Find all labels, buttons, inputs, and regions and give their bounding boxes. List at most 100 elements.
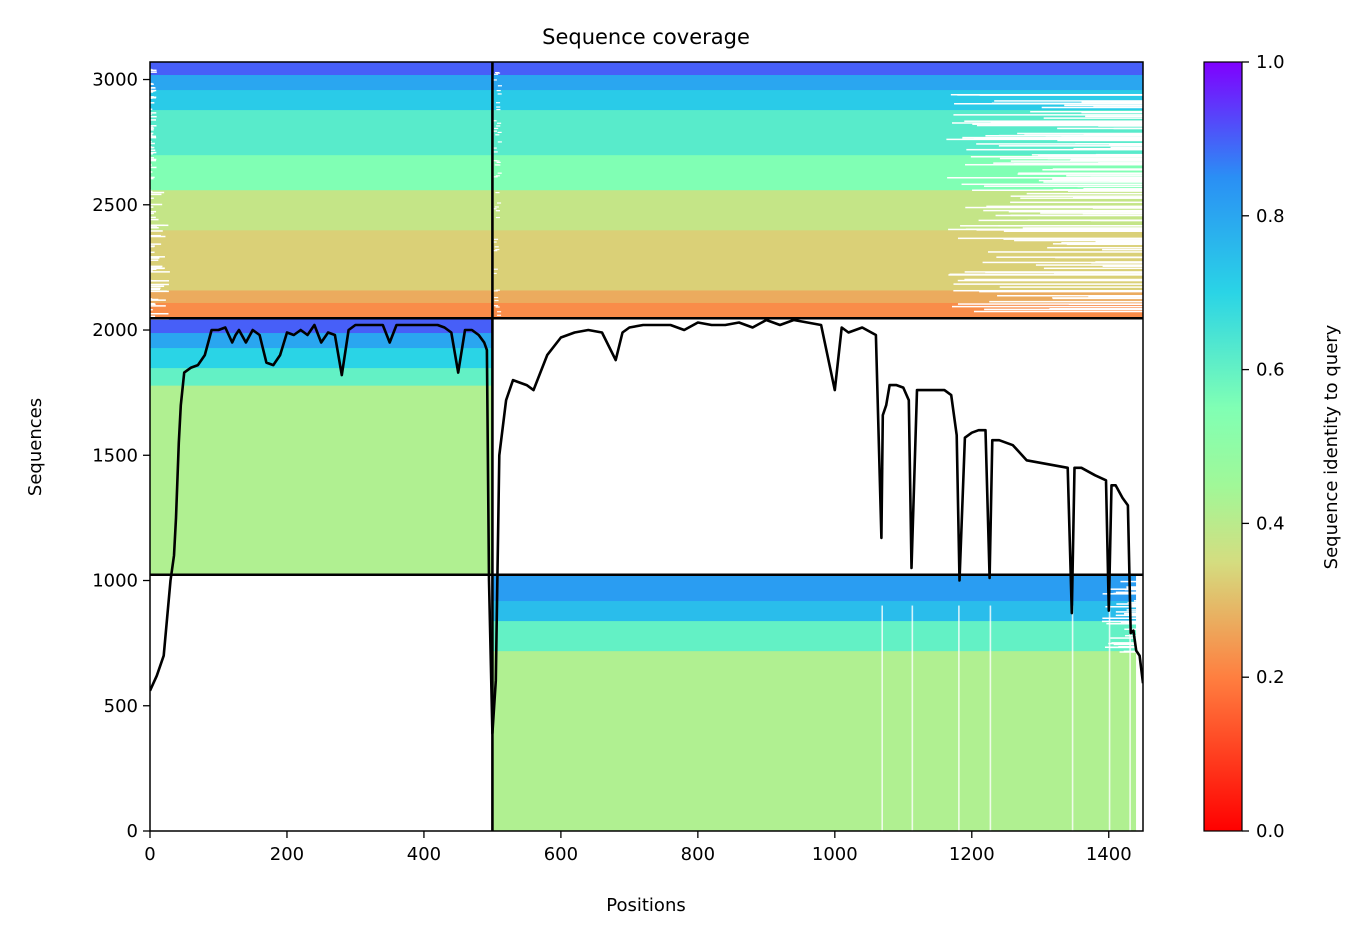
colorbar-tick-label: 0.0 — [1256, 821, 1285, 842]
gap-streak — [958, 605, 960, 831]
gap-mark — [150, 171, 153, 173]
gap-mark — [494, 296, 499, 299]
gap-mark — [978, 219, 1143, 222]
gap-mark — [150, 135, 157, 138]
gap-mark — [497, 131, 502, 134]
gap-mark — [150, 212, 154, 215]
gap-mark — [1052, 297, 1143, 300]
gap-mark — [1064, 104, 1143, 107]
gap-mark — [150, 108, 153, 111]
gap-mark — [150, 191, 165, 194]
gap-mark — [1060, 122, 1143, 124]
identity-band-1-1 — [492, 620, 1137, 652]
colorbar-tick-label: 0.2 — [1256, 667, 1285, 688]
gap-mark — [150, 71, 157, 73]
gap-mark — [1067, 190, 1143, 192]
gap-mark — [150, 97, 153, 99]
gap-mark — [150, 87, 155, 89]
x-axis-label: Positions — [606, 895, 685, 916]
gap-mark — [495, 306, 500, 308]
gap-mark — [1127, 601, 1143, 604]
x-tick-label: 800 — [681, 844, 715, 865]
gap-mark — [946, 138, 1143, 141]
gap-mark — [494, 246, 499, 248]
gap-mark — [150, 142, 155, 145]
gap-mark — [494, 164, 499, 166]
gap-mark — [495, 289, 500, 291]
gap-mark — [952, 305, 1143, 308]
gap-mark — [150, 69, 153, 71]
gap-mark — [1083, 188, 1143, 190]
gap-mark — [979, 290, 1143, 293]
identity-band-2-3 — [150, 189, 1143, 231]
gap-mark — [495, 248, 500, 251]
gap-mark — [1017, 173, 1143, 175]
gap-mark — [1081, 101, 1143, 103]
gap-mark — [1126, 609, 1143, 611]
identity-band-2-7 — [150, 74, 1143, 91]
gap-mark — [1024, 134, 1143, 136]
gap-streak — [989, 605, 992, 831]
gap-mark — [150, 210, 157, 213]
gap-mark — [496, 106, 501, 108]
gap-mark — [150, 158, 157, 161]
gap-mark — [497, 85, 502, 87]
gap-mark — [1026, 192, 1143, 195]
identity-band-2-0 — [150, 302, 1143, 319]
gap-mark — [1102, 617, 1143, 619]
gap-mark — [150, 283, 169, 286]
gap-mark — [1061, 135, 1143, 137]
gap-mark — [1003, 230, 1143, 232]
gap-mark — [497, 172, 502, 174]
empty-region — [1136, 574, 1143, 831]
gap-mark — [1030, 110, 1143, 113]
gap-mark — [493, 250, 498, 252]
gap-mark — [984, 185, 1143, 187]
gap-mark — [1057, 127, 1143, 130]
gap-mark — [1057, 139, 1143, 142]
identity-band-2-1 — [150, 289, 1143, 303]
gap-mark — [970, 155, 1143, 158]
gap-mark — [1086, 138, 1143, 141]
gap-mark — [150, 113, 152, 116]
gap-mark — [1102, 265, 1143, 267]
gap-mark — [497, 122, 502, 124]
gap-mark — [150, 203, 163, 206]
gap-mark — [1076, 159, 1143, 162]
x-tick-label: 1200 — [949, 844, 995, 865]
identity-band-1-2 — [492, 600, 1137, 622]
gap-mark — [150, 90, 155, 92]
gap-mark — [1047, 246, 1143, 249]
gap-mark — [1077, 185, 1143, 188]
gap-mark — [1066, 175, 1143, 177]
gap-mark — [952, 122, 1143, 124]
gap-mark — [493, 176, 498, 178]
identity-band-0-0 — [150, 385, 493, 576]
gap-mark — [493, 151, 498, 153]
gap-mark — [150, 265, 163, 268]
gap-mark — [150, 287, 161, 289]
gap-mark — [496, 161, 501, 164]
gap-mark — [964, 120, 1143, 122]
y-tick-label: 2500 — [92, 195, 138, 216]
gap-mark — [947, 176, 1143, 179]
gap-mark — [150, 152, 154, 154]
gap-mark — [494, 73, 499, 75]
identity-band-0-1 — [150, 367, 493, 386]
gap-mark — [1110, 637, 1143, 639]
gap-mark — [150, 224, 169, 227]
y-tick-label: 1000 — [92, 571, 138, 592]
gap-streak — [1071, 605, 1074, 831]
gap-mark — [966, 148, 1143, 151]
gap-mark — [496, 202, 502, 204]
gap-mark — [1108, 588, 1143, 590]
gap-mark — [973, 310, 1143, 313]
gap-mark — [1070, 177, 1143, 180]
gap-mark — [492, 130, 498, 132]
gap-mark — [948, 274, 1143, 276]
gap-mark — [495, 160, 500, 162]
gap-mark — [150, 270, 153, 272]
gap-mark — [964, 271, 1143, 273]
identity-band-2-6 — [150, 89, 1143, 111]
gap-mark — [495, 71, 500, 74]
